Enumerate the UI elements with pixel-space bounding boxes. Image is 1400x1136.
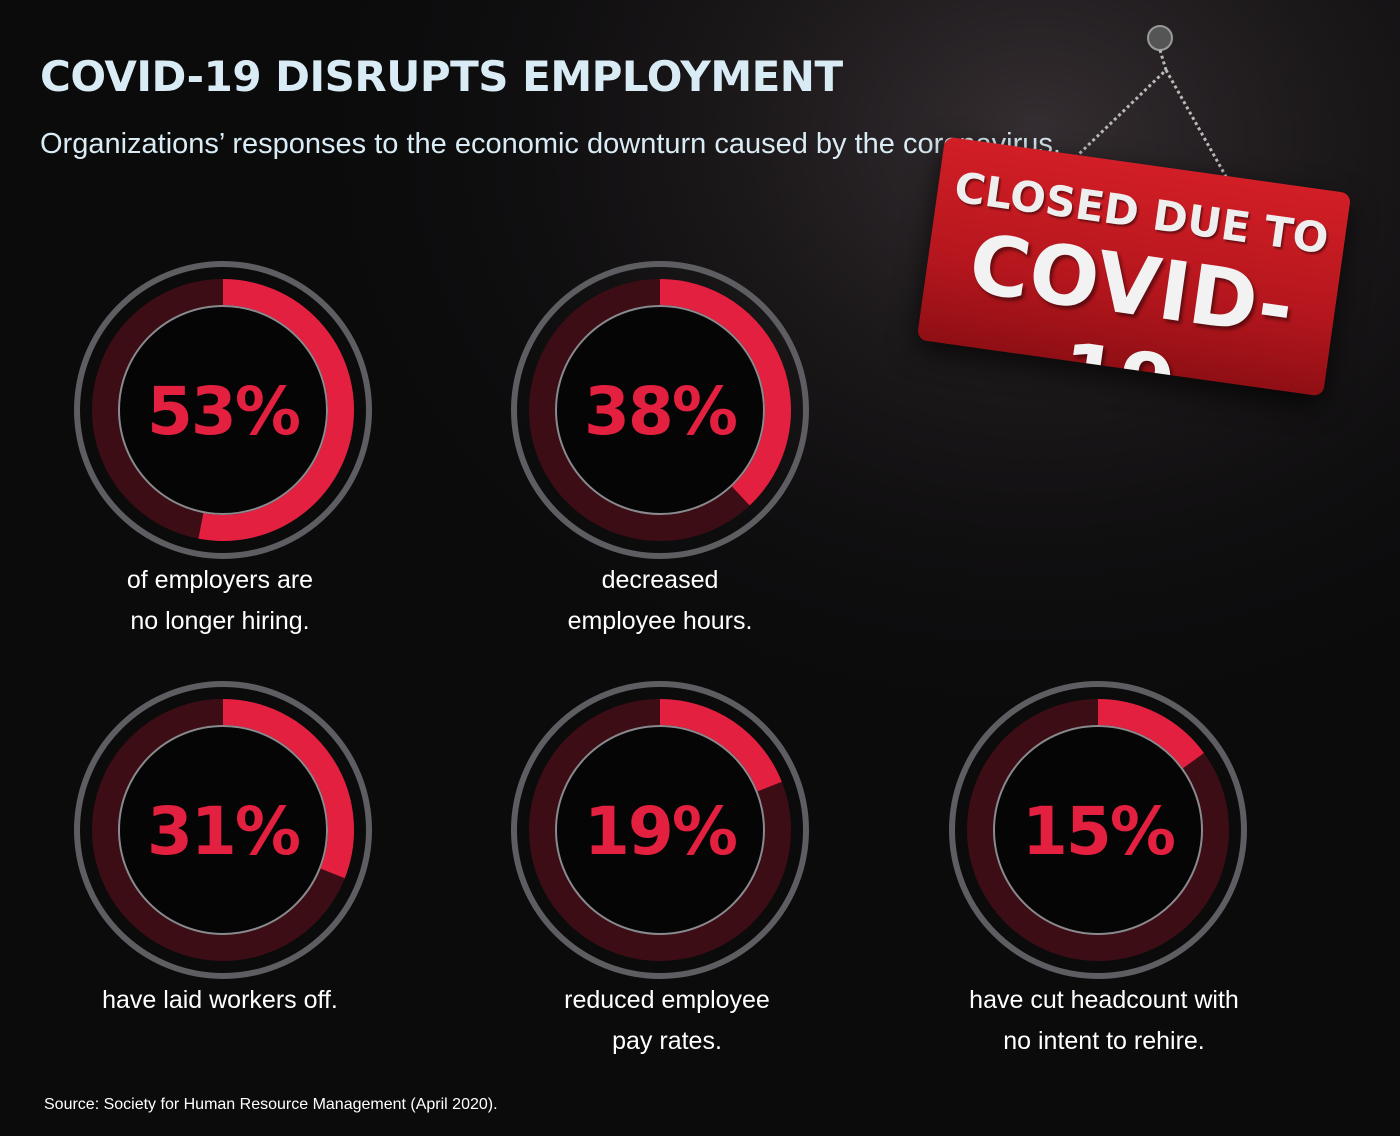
ring-face xyxy=(119,726,327,934)
ring-inner-border xyxy=(118,305,328,515)
source-note: Source: Society for Human Resource Manag… xyxy=(44,1096,498,1113)
caption-line: of employers are xyxy=(126,566,314,594)
caption-line: have cut headcount with xyxy=(969,986,1239,1014)
ring-3: 31% xyxy=(74,681,372,979)
value-label: 19% xyxy=(584,793,737,870)
ring-inner-border xyxy=(555,725,765,935)
caption-line: reduced employee xyxy=(564,986,770,1014)
caption-2: decreased employee hours. xyxy=(500,560,820,642)
caption-line: decreased xyxy=(601,566,719,594)
ring-outer-border xyxy=(511,261,809,559)
value-label: 31% xyxy=(147,793,300,870)
progress-arc xyxy=(1097,699,1204,769)
ring-4: 19% xyxy=(511,681,809,979)
ring-inner-border xyxy=(118,725,328,935)
progress-arc xyxy=(659,699,782,792)
ring-outer-border xyxy=(949,681,1247,979)
ring-2: 38% xyxy=(511,261,809,559)
ring-face xyxy=(119,306,327,514)
page-subtitle: Organizations’ responses to the economic… xyxy=(40,128,1061,160)
value-label: 53% xyxy=(147,373,300,450)
ring-inner-border xyxy=(993,725,1203,935)
ring-outer-border xyxy=(74,261,372,559)
page-title: COVID-19 DISRUPTS EMPLOYMENT xyxy=(40,52,843,101)
caption-line: no longer hiring. xyxy=(130,607,310,635)
ring-face xyxy=(556,306,764,514)
ring-1: 53% xyxy=(74,261,372,559)
progress-arc xyxy=(659,279,791,506)
caption-line: have laid workers off. xyxy=(102,986,338,1014)
value-label: 38% xyxy=(584,373,737,450)
caption-line: pay rates. xyxy=(612,1027,722,1055)
progress-arc xyxy=(198,279,354,541)
caption-5: have cut headcount with no intent to reh… xyxy=(924,980,1284,1062)
ring-face xyxy=(994,726,1202,934)
caption-4: reduced employee pay rates. xyxy=(507,980,827,1062)
ring-face xyxy=(556,726,764,934)
value-label: 15% xyxy=(1022,793,1175,870)
caption-1: of employers are no longer hiring. xyxy=(60,560,380,642)
caption-3: have laid workers off. xyxy=(60,980,380,1021)
caption-line: employee hours. xyxy=(567,607,753,635)
ring-outer-border xyxy=(74,681,372,979)
ring-outer-border xyxy=(511,681,809,979)
ring-5: 15% xyxy=(949,681,1247,979)
caption-line: no intent to rehire. xyxy=(1003,1027,1205,1055)
progress-arc xyxy=(222,699,354,879)
ring-inner-border xyxy=(555,305,765,515)
